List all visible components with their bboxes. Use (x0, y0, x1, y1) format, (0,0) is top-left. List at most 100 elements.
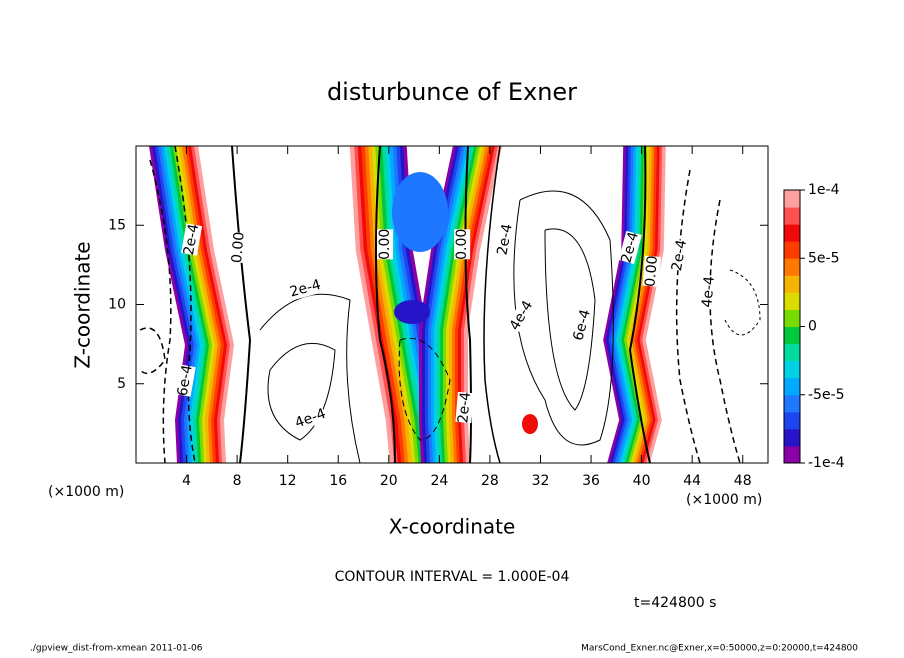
colorbar-swatch (784, 394, 800, 413)
contour-label: 6e-4 (175, 364, 196, 398)
label-background (570, 308, 594, 342)
label-background (618, 230, 642, 264)
colorbar-swatch (784, 275, 800, 293)
x-tick-label: 28 (481, 473, 499, 489)
x-tick-label: 4 (182, 473, 191, 489)
colorbar-tick-label: -1e-4 (808, 455, 845, 471)
color-band (167, 146, 208, 463)
contour-label: 0.00 (642, 255, 661, 287)
chart-title: disturbunce of Exner (327, 78, 577, 106)
time-label: t=424800 s (634, 595, 716, 611)
colorbar-swatch (784, 207, 800, 225)
contour-label: 4e-4 (507, 298, 537, 333)
color-band (461, 146, 499, 463)
color-band (182, 146, 223, 463)
footer-left: ./gpview_dist-from-xmean 2011-01-06 (30, 644, 203, 654)
color-band (377, 146, 423, 463)
color-band (363, 146, 409, 463)
x-tick-label: 32 (532, 473, 550, 489)
color-band (179, 146, 220, 463)
y-tick-label: 5 (117, 376, 126, 392)
x-tick-label: 36 (582, 473, 600, 489)
color-band (616, 146, 640, 463)
x-tick-label: 12 (279, 473, 297, 489)
x-tick-label: 44 (683, 473, 701, 489)
colorbar-swatch (784, 360, 800, 379)
color-band (161, 146, 202, 463)
color-band (603, 146, 627, 463)
color-band (152, 146, 193, 463)
color-band (642, 146, 666, 463)
contour-label: 2e-4 (494, 223, 515, 257)
color-band (185, 146, 226, 463)
x-unit-label: (×1000 m) (48, 484, 124, 500)
color-band (158, 146, 199, 463)
color-band (155, 146, 196, 463)
contour-label: 4e-4 (293, 406, 328, 432)
colorbar-tick-label: -5e-5 (808, 387, 845, 403)
label-background (288, 277, 322, 301)
color-band (194, 146, 235, 463)
contour-label: 2e-4 (288, 277, 323, 301)
colorbar-swatch (784, 224, 800, 242)
color-band (173, 146, 214, 463)
color-blob (392, 172, 448, 252)
footer-right: MarsCond_Exner.nc@Exner,x=0:50000,z=0:20… (581, 644, 858, 654)
contour-label: 2e-4 (181, 223, 202, 257)
colorbar-swatch (784, 326, 800, 345)
label-background (669, 239, 691, 272)
color-band (618, 146, 643, 463)
color-band (449, 146, 487, 463)
color-band (367, 146, 412, 463)
colorbar-swatch (784, 190, 800, 208)
y-tick-label: 15 (108, 217, 126, 233)
contour-label: 4e-4 (699, 275, 718, 308)
color-band (434, 146, 472, 463)
color-band (634, 146, 658, 463)
color-band (605, 146, 630, 463)
color-band (608, 146, 632, 463)
colorbar-swatch (784, 258, 800, 276)
color-band (464, 146, 502, 463)
label-background (229, 231, 248, 264)
x-unit-label: (×1000 m) (686, 492, 762, 508)
color-band (176, 146, 217, 463)
colorbar-swatch (784, 309, 800, 327)
contour-field (139, 146, 761, 463)
color-band (621, 146, 645, 463)
color-band (360, 146, 405, 463)
colorbar-tick-label: 0 (808, 319, 817, 335)
x-tick-label: 8 (233, 473, 242, 489)
contour-label: 6e-4 (570, 308, 594, 343)
color-band (446, 146, 484, 463)
colorbar-swatch (784, 241, 800, 259)
label-background (642, 255, 661, 287)
color-band (636, 146, 661, 463)
color-band (440, 146, 478, 463)
color-band (349, 146, 395, 463)
color-band (455, 146, 493, 463)
label-background (181, 223, 203, 256)
label-background (455, 391, 474, 424)
color-band (164, 146, 205, 463)
label-background (377, 229, 394, 260)
contour-label: 0.00 (229, 231, 248, 263)
x-tick-label: 40 (633, 473, 651, 489)
colorbar-swatch (784, 445, 800, 464)
color-band (191, 146, 232, 463)
contour-label: 2e-4 (455, 391, 474, 424)
label-background (293, 405, 328, 432)
color-band (170, 146, 211, 463)
colorbar-tick-label: 5e-5 (808, 250, 839, 266)
color-blob (394, 300, 430, 324)
color-band (188, 146, 229, 463)
color-band (613, 146, 638, 463)
color-band (353, 146, 398, 463)
contour-label: 2e-4 (618, 230, 642, 265)
y-tick-label: 10 (108, 297, 126, 313)
x-tick-label: 48 (734, 473, 752, 489)
x-tick-label: 20 (380, 473, 398, 489)
x-tick-label: 24 (430, 473, 448, 489)
label-background (507, 298, 536, 333)
